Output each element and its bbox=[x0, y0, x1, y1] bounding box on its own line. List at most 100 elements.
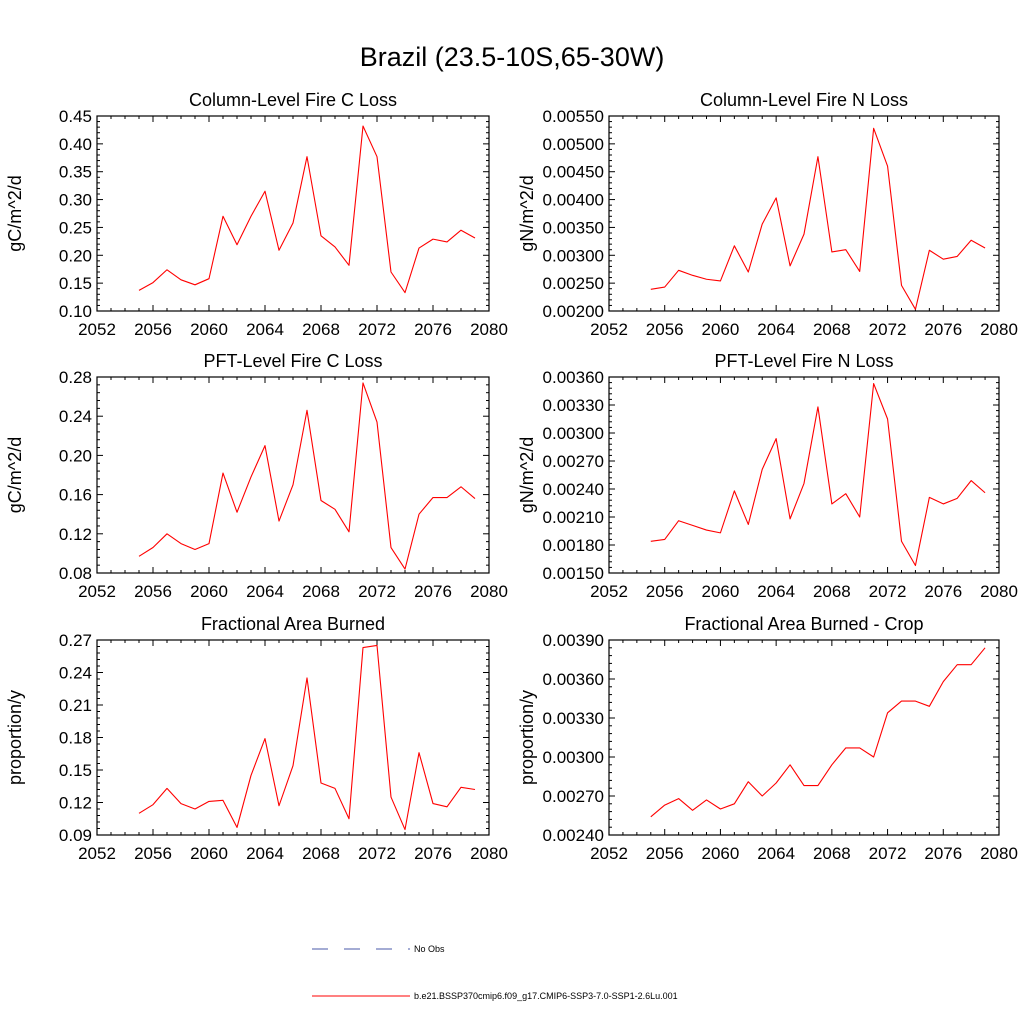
y-tick-label: 0.00330 bbox=[543, 396, 604, 415]
y-tick-label: 0.00350 bbox=[543, 218, 604, 237]
x-tick-label: 2076 bbox=[924, 582, 962, 601]
x-tick-label: 2068 bbox=[813, 844, 851, 863]
panel-title: PFT-Level Fire N Loss bbox=[714, 351, 893, 371]
y-tick-label: 0.12 bbox=[59, 794, 92, 813]
y-tick-label: 0.00300 bbox=[543, 424, 604, 443]
x-tick-label: 2076 bbox=[414, 582, 452, 601]
y-tick-label: 0.00300 bbox=[543, 246, 604, 265]
legend-label-model: b.e21.BSSP370cmip6.f09_g17.CMIP6-SSP3-7.… bbox=[414, 991, 678, 1001]
y-tick-label: 0.00330 bbox=[543, 709, 604, 728]
x-tick-label: 2068 bbox=[302, 844, 340, 863]
panel-title: PFT-Level Fire C Loss bbox=[203, 351, 382, 371]
x-tick-label: 2060 bbox=[190, 320, 228, 339]
y-tick-label: 0.35 bbox=[59, 163, 92, 182]
x-tick-label: 2068 bbox=[813, 320, 851, 339]
panel-title: Fractional Area Burned - Crop bbox=[684, 614, 923, 634]
y-tick-label: 0.00360 bbox=[543, 670, 604, 689]
y-tick-label: 0.00180 bbox=[543, 536, 604, 555]
y-tick-label: 0.15 bbox=[59, 274, 92, 293]
y-tick-label: 0.00150 bbox=[543, 564, 604, 583]
panel-title: Column-Level Fire C Loss bbox=[189, 90, 397, 110]
y-axis-label: gN/m^2/d bbox=[517, 175, 537, 251]
x-tick-label: 2056 bbox=[134, 844, 172, 863]
plot-frame bbox=[608, 376, 1000, 574]
x-tick-label: 2052 bbox=[590, 582, 628, 601]
y-tick-label: 0.20 bbox=[59, 246, 92, 265]
x-tick-label: 2052 bbox=[78, 844, 116, 863]
y-tick-label: 0.00210 bbox=[543, 508, 604, 527]
y-tick-label: 0.00300 bbox=[543, 748, 604, 767]
x-tick-label: 2068 bbox=[302, 320, 340, 339]
x-tick-label: 2064 bbox=[246, 844, 284, 863]
y-tick-label: 0.12 bbox=[59, 525, 92, 544]
x-tick-label: 2080 bbox=[980, 844, 1018, 863]
y-axis-label: gC/m^2/d bbox=[5, 437, 25, 513]
y-tick-label: 0.09 bbox=[59, 826, 92, 845]
x-tick-label: 2052 bbox=[78, 582, 116, 601]
x-tick-label: 2072 bbox=[358, 582, 396, 601]
plot-frame bbox=[96, 376, 490, 574]
y-tick-label: 0.15 bbox=[59, 761, 92, 780]
y-tick-label: 0.18 bbox=[59, 729, 92, 748]
y-axis-label: proportion/y bbox=[5, 690, 25, 785]
y-tick-label: 0.00270 bbox=[543, 787, 604, 806]
y-tick-label: 0.27 bbox=[59, 631, 92, 650]
x-tick-label: 2080 bbox=[470, 320, 508, 339]
x-tick-label: 2056 bbox=[646, 844, 684, 863]
x-tick-label: 2060 bbox=[702, 844, 740, 863]
x-tick-label: 2056 bbox=[646, 582, 684, 601]
y-tick-label: 0.00360 bbox=[543, 368, 604, 387]
y-axis-label: proportion/y bbox=[517, 690, 537, 785]
x-tick-label: 2056 bbox=[134, 320, 172, 339]
panel-title: Fractional Area Burned bbox=[201, 614, 385, 634]
x-tick-label: 2068 bbox=[302, 582, 340, 601]
series-line bbox=[138, 125, 476, 294]
y-tick-label: 0.16 bbox=[59, 486, 92, 505]
x-tick-label: 2072 bbox=[869, 844, 907, 863]
x-tick-label: 2056 bbox=[134, 582, 172, 601]
chart-panel: PFT-Level Fire N Loss gN/m^2/d 2052 2056 206… bbox=[517, 351, 1018, 601]
x-tick-label: 2052 bbox=[590, 844, 628, 863]
series-line bbox=[650, 382, 986, 567]
figure-title: Brazil (23.5-10S,65-30W) bbox=[360, 42, 665, 72]
y-tick-label: 0.45 bbox=[59, 107, 92, 126]
y-tick-label: 0.24 bbox=[59, 664, 92, 683]
plot-frame bbox=[608, 639, 1000, 836]
y-tick-label: 0.21 bbox=[59, 696, 92, 715]
chart-panel: Column-Level Fire N Loss gN/m^2/d 2052 2056… bbox=[517, 90, 1018, 339]
x-tick-label: 2072 bbox=[358, 844, 396, 863]
x-tick-label: 2064 bbox=[757, 844, 795, 863]
y-tick-label: 0.20 bbox=[59, 446, 92, 465]
chart-panel: Fractional Area Burned - Crop proportion/… bbox=[517, 614, 1018, 863]
y-tick-label: 0.24 bbox=[59, 407, 92, 426]
plot-frame bbox=[608, 115, 1000, 312]
y-tick-label: 0.00270 bbox=[543, 452, 604, 471]
x-tick-label: 2056 bbox=[646, 320, 684, 339]
y-tick-label: 0.00250 bbox=[543, 274, 604, 293]
series-line bbox=[650, 127, 986, 310]
y-tick-label: 0.08 bbox=[59, 564, 92, 583]
x-tick-label: 2080 bbox=[470, 844, 508, 863]
y-tick-label: 0.00240 bbox=[543, 480, 604, 499]
x-tick-label: 2064 bbox=[757, 582, 795, 601]
chart-panel: PFT-Level Fire C Loss gC/m^2/d 2052 2056 206… bbox=[5, 351, 508, 601]
x-tick-label: 2076 bbox=[924, 844, 962, 863]
y-tick-label: 0.00240 bbox=[543, 826, 604, 845]
y-tick-label: 0.00450 bbox=[543, 163, 604, 182]
x-tick-label: 2064 bbox=[246, 582, 284, 601]
x-tick-label: 2060 bbox=[190, 844, 228, 863]
y-tick-label: 0.00400 bbox=[543, 191, 604, 210]
series-line bbox=[138, 644, 476, 831]
x-tick-label: 2080 bbox=[980, 582, 1018, 601]
plot-frame bbox=[96, 115, 490, 312]
x-tick-label: 2080 bbox=[470, 582, 508, 601]
y-tick-label: 0.40 bbox=[59, 135, 92, 154]
chart-panel: Fractional Area Burned proportion/y 2052 20… bbox=[5, 614, 508, 863]
x-tick-label: 2052 bbox=[78, 320, 116, 339]
series-line bbox=[650, 647, 986, 818]
x-tick-label: 2060 bbox=[190, 582, 228, 601]
y-tick-label: 0.28 bbox=[59, 368, 92, 387]
y-tick-label: 0.00500 bbox=[543, 135, 604, 154]
x-tick-label: 2052 bbox=[590, 320, 628, 339]
